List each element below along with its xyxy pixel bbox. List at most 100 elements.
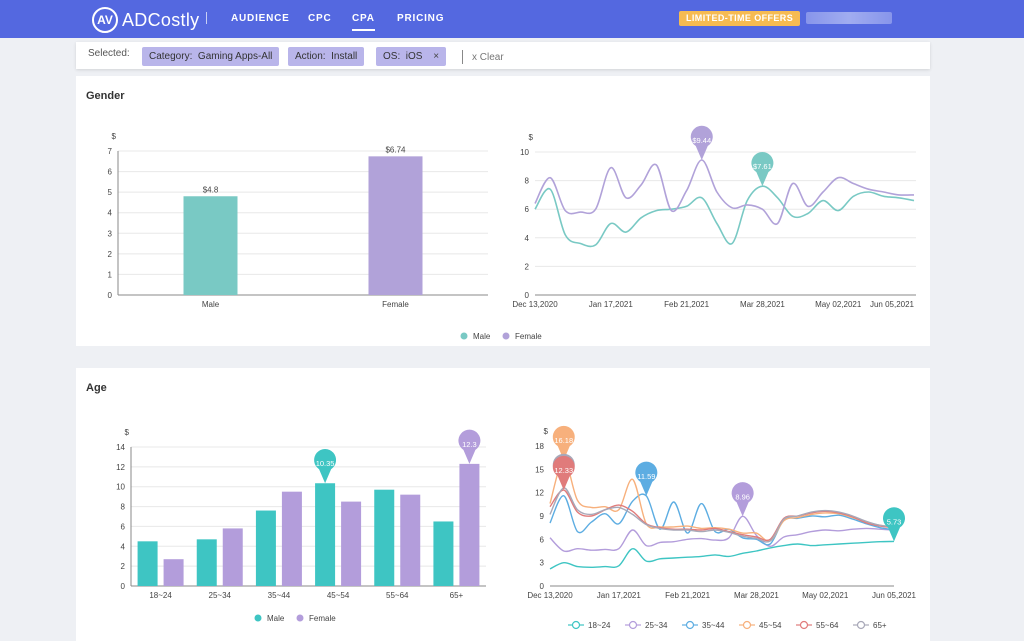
age-line-65+ xyxy=(549,487,895,543)
gender-line-annotation-label: $7.61 xyxy=(753,162,772,171)
logo-text: ADCostly xyxy=(122,9,200,30)
age-line-annotation-marker xyxy=(883,507,905,542)
gender-bar-ytick: 2 xyxy=(108,250,113,259)
gender-line-annotation-marker xyxy=(690,125,713,161)
age-bar-ytick: 12 xyxy=(116,463,125,472)
gender-bar-xtick: Female xyxy=(382,300,409,309)
gender-bar-chart: 01234567$$4.8Male$6.74Female0246810$Dec … xyxy=(108,125,916,341)
nav-pricing[interactable]: PRICING xyxy=(397,13,445,24)
nav-cpa[interactable]: CPA xyxy=(352,13,375,31)
user-account-menu[interactable] xyxy=(806,12,892,24)
age-bar-ytick: 0 xyxy=(121,582,126,591)
age-bar-annotation-label: 10.35 xyxy=(316,459,335,468)
chip-value: Install xyxy=(331,51,358,62)
nav-audience[interactable]: AUDIENCE xyxy=(231,13,290,24)
limited-offer-button[interactable]: LIMITED-TIME OFFERS xyxy=(679,11,801,26)
chip-value: iOS xyxy=(405,51,423,62)
age-bar-ytick: 14 xyxy=(116,443,125,452)
age-bar-male xyxy=(315,483,336,586)
age-line-annotation-marker xyxy=(552,425,575,461)
gender-line-ytick: 8 xyxy=(525,177,530,186)
nav-divider xyxy=(206,12,207,24)
gender-bar-ytick: 7 xyxy=(108,147,113,156)
gender-line-ytick: 0 xyxy=(525,291,530,300)
age-line-xtick: Dec 13,2020 xyxy=(527,591,573,600)
gender-bar-male xyxy=(183,196,238,295)
age-title: Age xyxy=(86,382,107,394)
logo[interactable]: AV ADCostly xyxy=(92,7,199,33)
age-bar-male xyxy=(433,521,454,586)
age-bar-ytick: 4 xyxy=(121,542,126,551)
age-line-annotation-label: 16.18 xyxy=(554,436,573,445)
age-line-annotation-label: 12.33 xyxy=(554,466,573,475)
gender-panel: Gender 0 1 2 3 4 5 6 7 $ $4.8 Male $6.74 Female 0 2 4 6 8… xyxy=(76,76,930,346)
gender-bar-ytick: 0 xyxy=(108,291,113,300)
age-line-legend-dot xyxy=(742,620,752,630)
gender-line-ytick: 10 xyxy=(520,148,529,157)
filter-chip-action[interactable]: Action: Install xyxy=(288,47,365,66)
age-line-legend-label: 65+ xyxy=(873,621,887,630)
gender-bar-ytick: 5 xyxy=(108,188,113,197)
filter-chip-category[interactable]: Category: Gaming Apps-All xyxy=(142,47,280,66)
gender-line-xtick: Feb 21,2021 xyxy=(664,300,709,309)
age-line-ytick: 6 xyxy=(540,535,545,544)
gender-bar-xtick: Male xyxy=(202,300,220,309)
age-bar-female xyxy=(163,559,184,586)
age-line-annotation-label: 8.96 xyxy=(735,492,750,501)
gender-line-xtick: Dec 13,2020 xyxy=(512,300,558,309)
age-line-ytick: 0 xyxy=(540,582,545,591)
gender-line-ytick: 2 xyxy=(525,262,530,271)
close-icon[interactable]: × xyxy=(433,51,440,62)
age-bar-xtick: 35~44 xyxy=(268,591,291,600)
filter-chip-os[interactable]: OS: iOS × xyxy=(376,47,447,66)
age-line-annotation-marker xyxy=(731,482,754,517)
age-line-annotation-marker xyxy=(552,455,575,491)
filter-label: Selected: xyxy=(88,48,130,59)
legend-label-female: Female xyxy=(515,332,542,341)
gender-line-ytick: 6 xyxy=(525,205,530,214)
age-bar-ytick: 8 xyxy=(121,503,126,512)
age-line-legend-dot xyxy=(856,620,866,630)
age-line-ylabel: $ xyxy=(544,427,549,436)
gender-line-xtick: Mar 28,2021 xyxy=(740,300,785,309)
age-legend-label-male: Male xyxy=(267,614,285,623)
age-line-ytick: 18 xyxy=(535,442,544,451)
age-bar-xtick: 25~34 xyxy=(209,591,232,600)
age-line-ytick: 9 xyxy=(540,512,545,521)
clear-divider xyxy=(462,50,463,64)
age-bar-female xyxy=(222,528,243,586)
gender-bar-female xyxy=(368,156,423,295)
age-bar-ytick: 10 xyxy=(116,483,125,492)
age-line-ytick: 15 xyxy=(535,465,544,474)
gender-line-female xyxy=(534,159,915,226)
nav-cpc[interactable]: CPC xyxy=(308,13,332,24)
clear-filters-button[interactable]: x Clear xyxy=(472,52,504,63)
age-bar-female xyxy=(400,494,421,586)
age-line-annotation-label: 5.73 xyxy=(887,517,902,526)
gender-line-xtick: May 02,2021 xyxy=(815,300,862,309)
gender-line-xtick: Jun 05,2021 xyxy=(870,300,915,309)
age-line-legend-dot xyxy=(685,620,695,630)
legend-label-male: Male xyxy=(473,332,491,341)
age-line-xtick: May 02,2021 xyxy=(802,591,849,600)
age-line-xtick: Mar 28,2021 xyxy=(734,591,779,600)
age-bar-male xyxy=(196,539,217,586)
age-line-legend-dot xyxy=(628,620,638,630)
gender-bar-value-label: $6.74 xyxy=(385,145,406,154)
age-line-legend-label: 18~24 xyxy=(588,621,611,630)
age-line-ytick: 3 xyxy=(540,559,545,568)
age-bar-xtick: 45~54 xyxy=(327,591,350,600)
filter-bar: Selected: Category: Gaming Apps-All Acti… xyxy=(76,42,930,69)
top-nav-bar: AV ADCostly AUDIENCE CPC CPA PRICING LIM… xyxy=(0,0,1024,38)
age-line-annotation-label: 11.59 xyxy=(637,472,655,481)
gender-line-ylabel: $ xyxy=(529,133,534,142)
age-bar-xtick: 65+ xyxy=(450,591,464,600)
gender-line-annotation-marker xyxy=(751,151,774,187)
age-line-legend-dot xyxy=(799,620,809,630)
age-bar-xtick: 55~64 xyxy=(386,591,409,600)
legend-dot-female xyxy=(502,332,510,340)
gender-bar-value-label: $4.8 xyxy=(203,185,219,194)
age-bar-male xyxy=(137,541,158,586)
age-line-legend-label: 45~54 xyxy=(759,621,782,630)
